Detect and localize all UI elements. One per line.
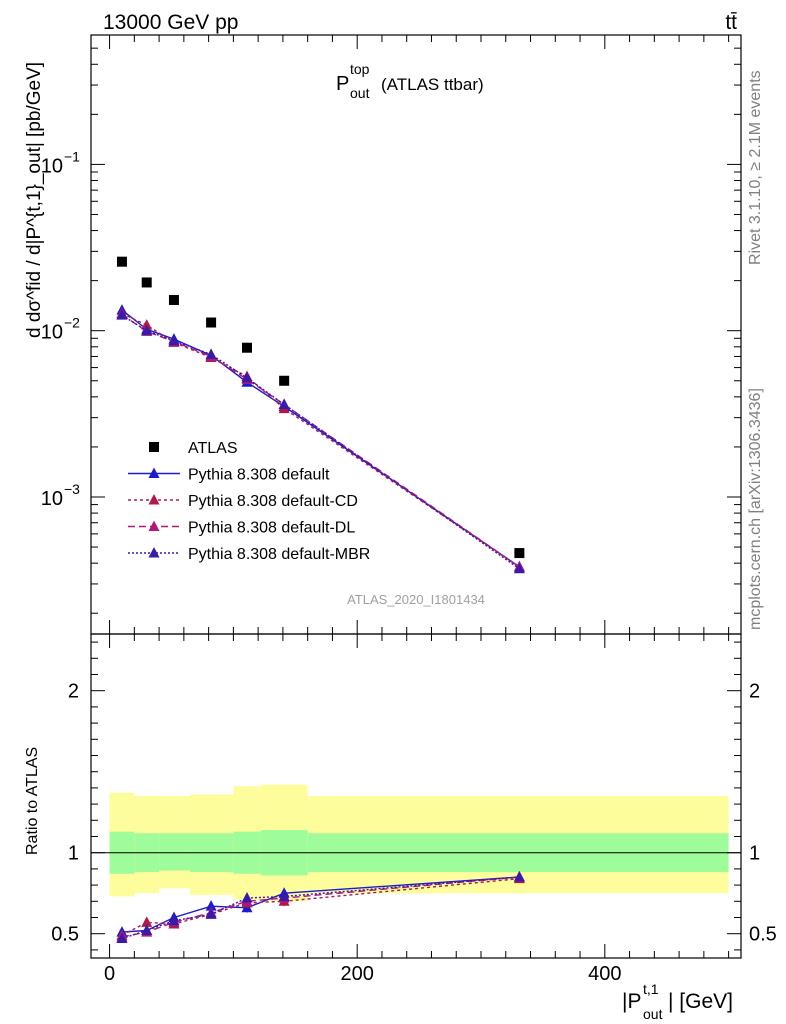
legend-marker [148, 547, 160, 558]
legend-entry-label: Pythia 8.308 default-DL [188, 520, 355, 537]
data-point-pythia [241, 371, 253, 383]
data-point-atlas [141, 277, 152, 288]
main-y-axis-label: d dσ^fid / d|P^{t,1}_out| [pb/GeV] [24, 62, 45, 338]
process-label: tt̄ [725, 11, 737, 34]
ratio-series [116, 871, 525, 944]
main-series [116, 256, 525, 574]
ratio-axes: 0.5 0.5 1 1 2 2 0 200 400 [51, 633, 777, 985]
main-axes: 10−110−210−3 [41, 34, 742, 635]
ratio-point [205, 908, 217, 919]
main-title-superscript: top [350, 61, 370, 77]
data-point-pythia [205, 348, 217, 359]
x-axis-label-symbol: |P [622, 990, 641, 1013]
main-title-suffix: (ATLAS ttbar) [381, 75, 484, 94]
x-tick-label: 0 [104, 963, 115, 985]
main-title: P [336, 73, 349, 95]
main-title-subscript: out [350, 85, 370, 101]
data-point-pythia [141, 324, 153, 336]
data-point-pythia [116, 309, 128, 320]
data-point-atlas [116, 256, 127, 267]
main-y-tick-label-base: 10 [41, 488, 63, 510]
legend-entry-label: Pythia 8.308 default-MBR [188, 546, 370, 563]
ratio-y-tick-label-right: 1 [749, 843, 760, 865]
ratio-y-tick-label-left: 2 [68, 681, 79, 703]
ratio-point [241, 892, 253, 903]
rivet-version-label: Rivet 3.1.10, ≥ 2.1M events [747, 70, 764, 265]
data-point-pythia [278, 398, 290, 409]
legend-entry-label: ATLAS [188, 440, 238, 457]
legend-entry-label: Pythia 8.308 default [188, 467, 330, 484]
ratio-y-tick-label-right: 2 [749, 681, 760, 703]
ratio-point [141, 916, 153, 927]
analysis-label: ATLAS_2020_I1801434 [347, 592, 485, 607]
main-title-symbol: P [336, 73, 349, 95]
data-point-atlas [206, 317, 217, 328]
legend-marker [148, 467, 160, 478]
data-point-pythia [513, 562, 525, 574]
ratio-point [141, 924, 153, 935]
x-axis-label-superscript: t,1 [643, 981, 659, 997]
data-point-atlas [242, 342, 252, 353]
main-y-tick-label-exponent: −1 [64, 148, 80, 164]
data-point-atlas [514, 548, 525, 559]
inner-band-segment [159, 833, 191, 871]
legend-entry-label: Pythia 8.308 default-CD [188, 493, 358, 510]
legend-marker-atlas [149, 442, 159, 452]
ratio-y-tick-label-right: 0.5 [749, 924, 777, 946]
main-y-tick-label-exponent: −3 [64, 481, 80, 497]
ratio-frame [90, 633, 742, 959]
main-y-tick-label-exponent: −2 [64, 315, 80, 331]
ratio-y-tick-label-left: 1 [68, 843, 79, 865]
ratio-point [278, 890, 290, 901]
ratio-y-axis-label: Ratio to ATLAS [24, 747, 41, 855]
x-axis-label-subscript: out [643, 1006, 663, 1022]
x-axis-label-suffix: | [GeV] [668, 990, 733, 1013]
legend: ATLAS Pythia 8.308 default Pythia 8.308 de… [128, 440, 370, 563]
x-tick-label: 200 [341, 963, 374, 985]
data-point-atlas [168, 294, 179, 305]
main-y-tick-label-base: 10 [41, 155, 63, 177]
x-axis-label: |P [622, 990, 641, 1013]
data-point-pythia [168, 334, 180, 346]
main-frame [90, 34, 742, 635]
legend-marker [148, 520, 160, 531]
ratio-point [168, 914, 180, 926]
data-point-atlas [279, 375, 290, 386]
ratio-point [205, 900, 217, 911]
legend-marker [148, 494, 160, 505]
ratio-point [116, 932, 128, 944]
main-y-tick-label-base: 10 [41, 322, 63, 344]
energy-label: 13000 GeV pp [103, 11, 238, 34]
x-tick-label: 400 [588, 963, 621, 985]
ratio-y-tick-label-left: 0.5 [51, 924, 79, 946]
ratio-point [513, 871, 525, 882]
data-point-pythia [141, 319, 153, 330]
mcplots-label: mcplots.cern.ch [arXiv:1306.3436] [747, 388, 764, 630]
